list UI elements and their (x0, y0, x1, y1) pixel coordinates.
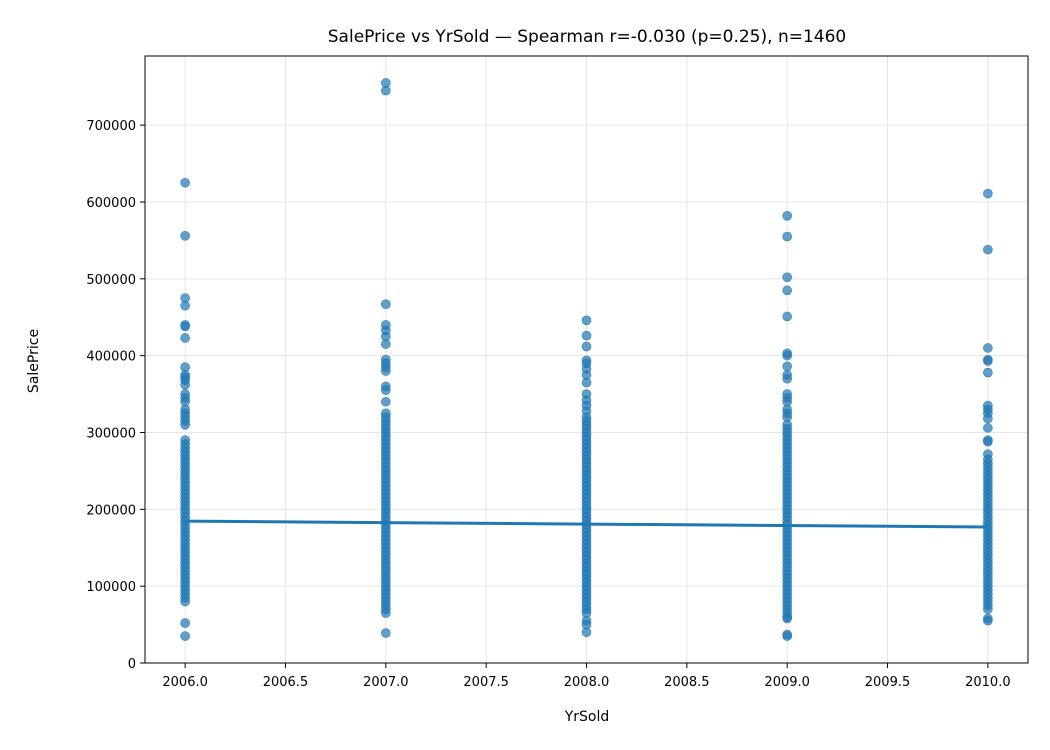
data-point (581, 341, 592, 352)
data-point (983, 436, 993, 447)
y-axis-label: SalePrice (26, 329, 42, 393)
y-tick-label: 200000 (86, 503, 136, 518)
y-tick-label: 300000 (86, 426, 136, 441)
data-point (782, 285, 792, 296)
data-point (180, 321, 190, 332)
data-point (782, 272, 792, 283)
data-point (381, 339, 391, 349)
chart-title: SalePrice vs YrSold — Spearman r=-0.030 … (328, 27, 846, 47)
data-point (983, 244, 993, 255)
y-tick-label: 600000 (86, 196, 136, 211)
x-axis: 2006.0 2006.5 2007.0 2007.5 2008.0 2008.5 2009… (162, 663, 1011, 690)
y-axis: 0 100000 200000 300000 400000 500000 600000 700… (86, 119, 145, 672)
data-point (782, 211, 792, 221)
data-point (180, 300, 190, 311)
data-point (381, 85, 391, 96)
x-tick-label: 2008.5 (664, 675, 710, 690)
data-point (983, 413, 993, 424)
data-point (381, 299, 391, 309)
data-point (581, 330, 592, 341)
data-point (782, 373, 792, 384)
data-point (381, 608, 391, 618)
data-point (381, 628, 391, 638)
y-tick-label: 100000 (86, 580, 136, 595)
data-point (381, 385, 391, 396)
data-points (180, 78, 993, 641)
data-point (782, 311, 792, 322)
data-point (180, 230, 190, 241)
data-point (782, 361, 792, 372)
data-point (581, 627, 592, 638)
trend-line (185, 519, 988, 529)
data-point (983, 188, 993, 199)
data-point (782, 350, 792, 361)
data-point (180, 420, 190, 430)
x-tick-label: 2009.5 (865, 675, 911, 690)
data-point (381, 396, 391, 407)
data-point (983, 356, 993, 366)
data-point (180, 618, 190, 628)
data-point (180, 333, 190, 343)
data-point (983, 615, 993, 626)
trend-line-group (185, 519, 988, 529)
y-tick-label: 500000 (86, 273, 136, 288)
x-tick-label: 2006.0 (162, 675, 208, 690)
data-point (180, 380, 190, 390)
x-tick-label: 2007.5 (463, 675, 509, 690)
data-point (581, 315, 592, 326)
x-tick-label: 2009.0 (764, 675, 810, 690)
data-point (180, 631, 190, 641)
data-point (581, 377, 592, 388)
x-tick-label: 2006.5 (263, 675, 309, 690)
x-tick-label: 2007.0 (363, 675, 409, 690)
data-point (983, 423, 993, 433)
y-tick-label: 0 (128, 657, 136, 672)
data-point (180, 596, 190, 607)
data-point (983, 367, 993, 378)
data-point (782, 631, 792, 641)
data-point (180, 177, 190, 188)
data-point (983, 604, 993, 615)
y-tick-label: 400000 (86, 350, 136, 365)
y-tick-label: 700000 (86, 119, 136, 134)
x-axis-label: YrSold (564, 709, 610, 725)
data-point (983, 343, 993, 353)
data-point (782, 613, 792, 624)
x-tick-label: 2008.0 (564, 675, 610, 690)
data-point (782, 231, 792, 242)
x-tick-label: 2010.0 (965, 675, 1011, 690)
data-point (381, 366, 391, 376)
